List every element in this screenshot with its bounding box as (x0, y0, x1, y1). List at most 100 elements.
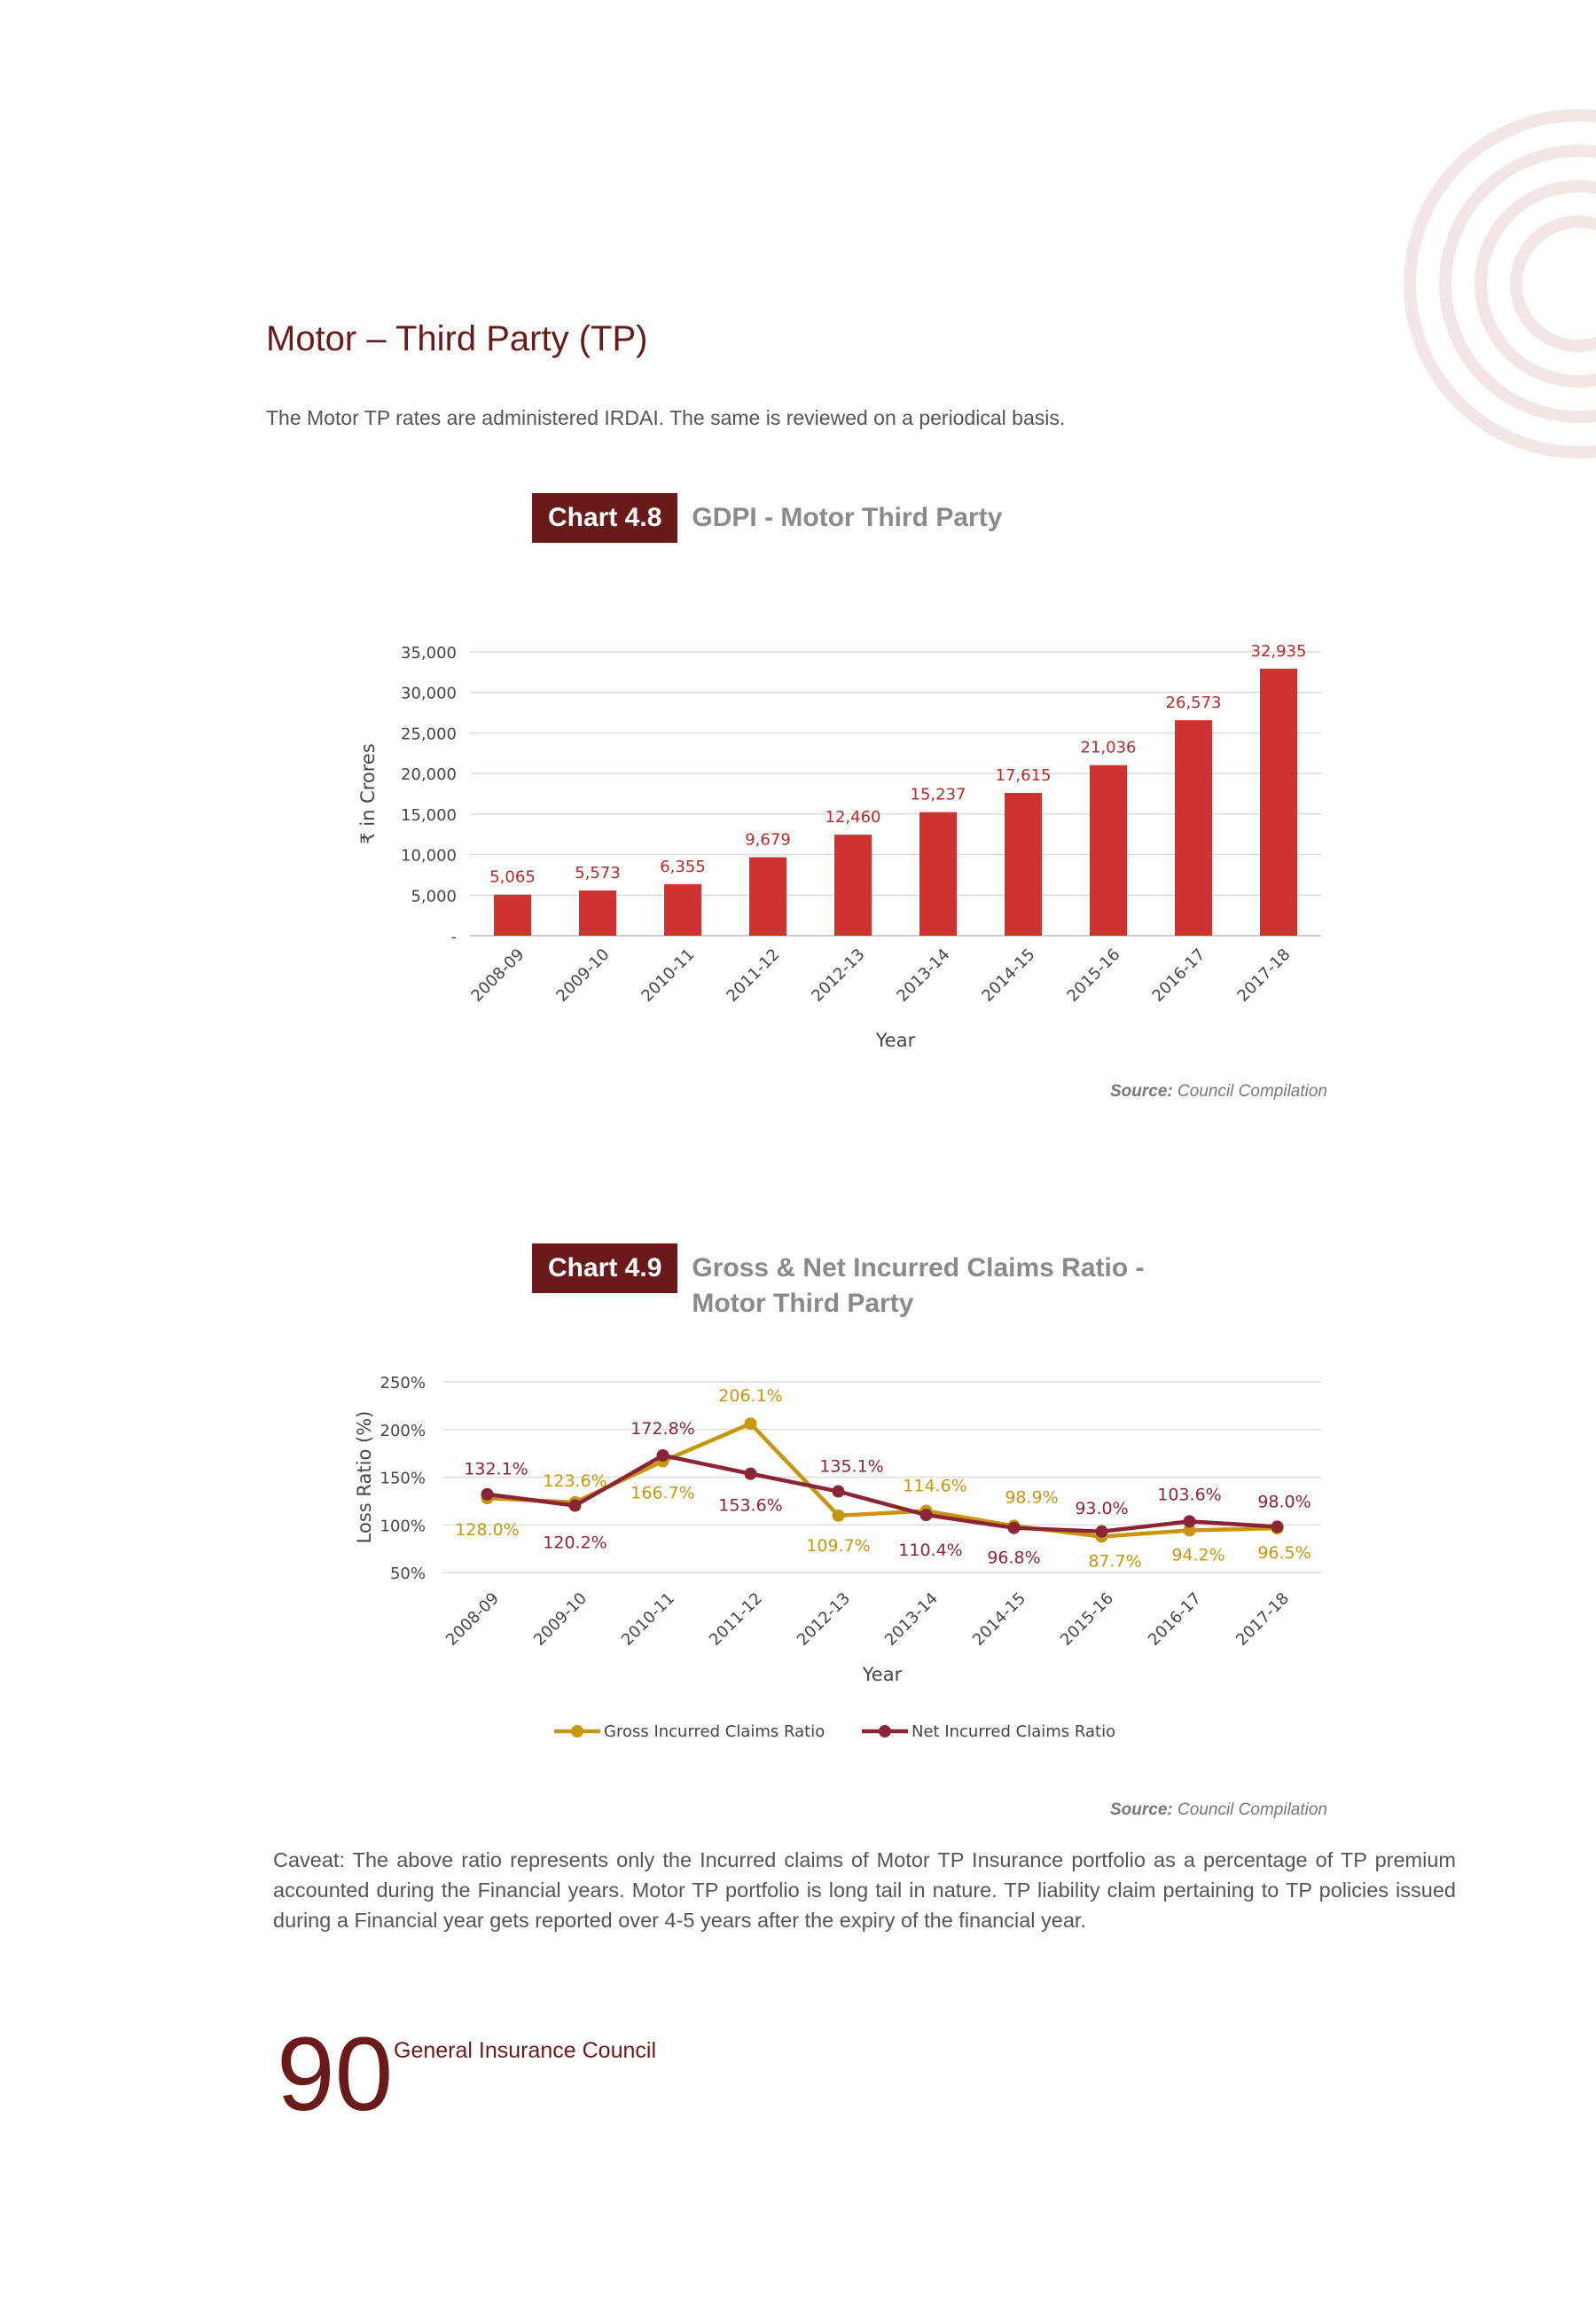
data-label: 96.5% (1257, 1543, 1310, 1563)
data-point (832, 1485, 845, 1498)
data-label: 132.1% (464, 1460, 528, 1479)
data-point (1183, 1515, 1196, 1528)
y-axis-label: Loss Ratio (%) (354, 1411, 375, 1544)
data-label: 12,460 (825, 808, 881, 827)
data-point (1007, 1521, 1021, 1534)
data-label: 9,679 (745, 831, 791, 850)
data-label: 172.8% (630, 1419, 694, 1439)
data-label: 6,355 (660, 858, 706, 876)
x-tick-label: 2008-09 (467, 945, 528, 1006)
chart-badge: Chart 4.8 (532, 493, 678, 543)
x-tick-label: 2009-10 (530, 1589, 591, 1650)
y-tick-label: 50% (390, 1565, 426, 1583)
x-tick-label: 2011-12 (706, 1589, 766, 1650)
claims-ratio-line-chart: 50% 100% 150% 200% 250% 128.0% 123.6% 166.7% 206… (354, 1374, 1321, 1741)
x-tick-label: 2013-14 (893, 945, 953, 1006)
data-label: 96.8% (987, 1549, 1040, 1568)
y-tick-label: 25,000 (401, 725, 457, 743)
data-point (656, 1448, 669, 1462)
bar (1005, 792, 1042, 936)
x-tick-label: 2011-12 (723, 945, 783, 1006)
data-point (919, 1509, 933, 1522)
bar (1090, 765, 1127, 936)
x-tick-label: 2008-09 (442, 1589, 503, 1650)
x-tick-label: 2014-15 (978, 945, 1038, 1006)
data-point (1183, 1524, 1196, 1537)
chart-1-source: Source: Council Compilation (1110, 1082, 1327, 1102)
legend-label: Net Incurred Claims Ratio (911, 1722, 1115, 1741)
bar (664, 883, 701, 936)
source-label: Source: (1110, 1800, 1173, 1819)
y-tick-label: - (451, 928, 458, 946)
data-point (481, 1487, 494, 1501)
bar (749, 857, 786, 936)
bar (579, 890, 616, 936)
data-point (744, 1417, 757, 1431)
y-tick-label: 15,000 (401, 806, 457, 825)
data-point (1095, 1525, 1108, 1538)
x-axis-label: Year (875, 1030, 916, 1051)
data-label: 103.6% (1157, 1485, 1221, 1504)
y-tick-label: 30,000 (401, 685, 457, 703)
y-tick-label: 35,000 (401, 644, 457, 663)
data-point (1271, 1520, 1284, 1533)
x-tick-label: 2016-17 (1145, 1589, 1205, 1650)
data-label: 166.7% (630, 1484, 694, 1503)
chart-title-line-2: Motor Third Party (692, 1289, 914, 1318)
gdpi-bar-chart: - 5,000 10,000 15,000 20,000 25,000 30,000 35,0… (357, 642, 1321, 1051)
chart-4-9-heading: Chart 4.9 Gross & Net Incurred Claims Ra… (532, 1243, 1145, 1322)
y-tick-label: 150% (380, 1470, 426, 1488)
y-tick-label: 10,000 (401, 847, 457, 866)
legend-marker (879, 1725, 891, 1737)
data-label: 5,573 (575, 864, 621, 882)
source-text: Council Compilation (1172, 1082, 1327, 1101)
data-label: 98.0% (1257, 1492, 1310, 1511)
data-label: 98.9% (1005, 1487, 1058, 1507)
legend-marker (571, 1725, 583, 1737)
x-tick-label: 2010-11 (618, 1589, 678, 1650)
data-label: 120.2% (543, 1533, 606, 1553)
chart-badge: Chart 4.9 (532, 1243, 678, 1293)
x-tick-label: 2017-18 (1233, 945, 1294, 1006)
data-label: 17,615 (996, 766, 1052, 785)
chart-title-line-1: Gross & Net Incurred Claims Ratio - (692, 1253, 1145, 1282)
data-point (744, 1467, 757, 1480)
page-number: 90 (277, 2016, 394, 2133)
data-label: 5,065 (489, 868, 536, 887)
source-label: Source: (1110, 1082, 1173, 1101)
data-point (568, 1499, 582, 1512)
x-tick-label: 2015-16 (1063, 945, 1123, 1006)
source-text: Council Compilation (1172, 1800, 1327, 1819)
data-label: 15,237 (911, 786, 966, 804)
bar (494, 894, 531, 936)
y-axis-label: ₹ in Crores (357, 743, 379, 844)
data-label: 128.0% (455, 1520, 519, 1540)
x-tick-label: 2010-11 (638, 945, 698, 1006)
bar (1260, 668, 1297, 936)
chart-title: GDPI - Motor Third Party (692, 503, 1003, 532)
x-axis-label: Year (862, 1664, 903, 1685)
y-tick-label: 200% (380, 1422, 426, 1440)
caveat-text: Caveat: The above ratio represents only … (273, 1848, 1456, 1932)
x-tick-label: 2009-10 (552, 945, 613, 1006)
decorative-arcs (1404, 109, 1596, 459)
x-tick-label: 2016-17 (1148, 945, 1209, 1006)
x-tick-label: 2012-13 (808, 945, 868, 1006)
data-label: 123.6% (543, 1471, 606, 1491)
series-line (487, 1453, 1278, 1534)
org-name: General Insurance Council (394, 2038, 656, 2063)
bar (834, 835, 872, 936)
data-label: 206.1% (718, 1386, 782, 1406)
data-label: 135.1% (819, 1457, 883, 1477)
data-label: 110.4% (898, 1541, 962, 1560)
data-point (832, 1509, 845, 1522)
data-label: 26,573 (1166, 694, 1222, 712)
section-title: Motor – Third Party (TP) (266, 319, 648, 358)
data-label: 21,036 (1081, 739, 1137, 757)
y-tick-label: 5,000 (411, 887, 457, 906)
y-tick-label: 20,000 (401, 765, 457, 784)
data-label: 114.6% (903, 1477, 966, 1496)
x-tick-label: 2013-14 (881, 1589, 942, 1650)
x-tick-label: 2014-15 (969, 1589, 1029, 1650)
intro-text: The Motor TP rates are administered IRDA… (266, 406, 1066, 429)
